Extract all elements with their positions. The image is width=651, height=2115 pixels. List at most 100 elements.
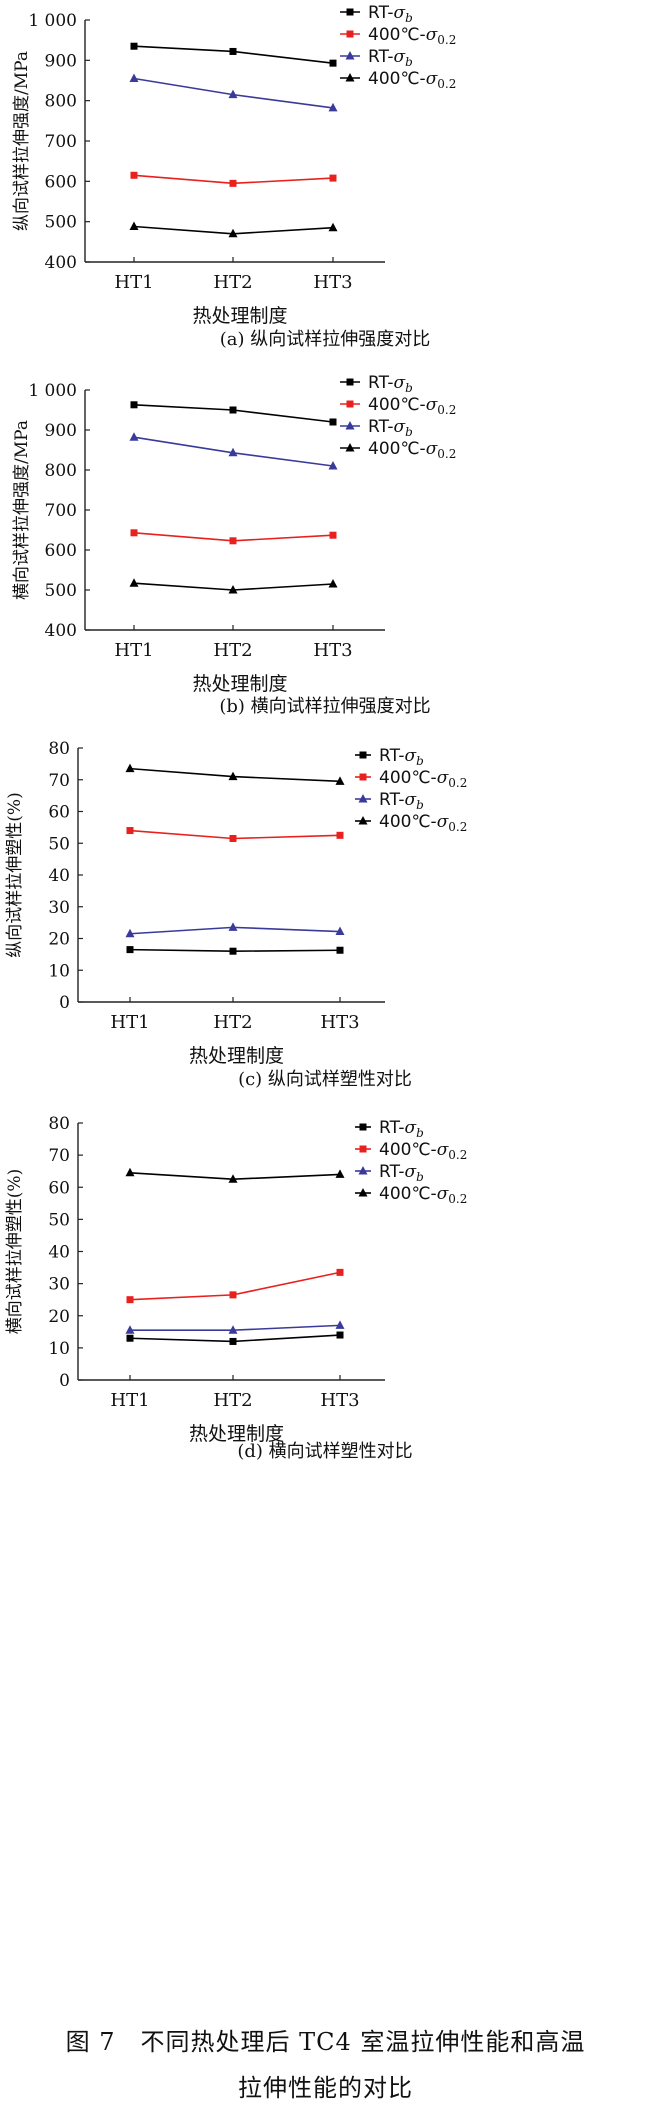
y-tick-label: 500 [45, 581, 77, 601]
y-tick-label: 0 [59, 1371, 70, 1391]
x-tick-label: HT3 [320, 1012, 359, 1033]
data-point-s2-p2 [328, 461, 338, 470]
legend-label-symbol: σ [437, 1184, 449, 1204]
legend-label-symbol: σ [426, 395, 438, 415]
legend-label: 400℃-σ0.2 [368, 25, 456, 47]
legend-label: RT-σb [379, 1118, 424, 1140]
legend-label: 400℃-σ0.2 [368, 395, 456, 417]
x-tick-label: HT2 [213, 1390, 252, 1411]
legend-marker [345, 421, 355, 430]
legend-label: 400℃-σ0.2 [379, 1184, 467, 1206]
panel-caption: (b) 横向试样拉伸强度对比 [219, 696, 430, 717]
legend-marker [358, 1188, 368, 1197]
legend-marker [346, 30, 354, 38]
legend-label-symbol: σ [394, 417, 406, 437]
legend-label-base: 400℃- [368, 69, 426, 89]
legend-label-base: RT- [379, 1162, 405, 1182]
legend-label-base: RT- [368, 3, 394, 23]
legend-label-base: 400℃- [379, 1140, 437, 1160]
y-tick-label: 500 [45, 213, 77, 233]
legend-marker [346, 8, 354, 16]
legend-label-subscript: 0.2 [437, 447, 456, 461]
data-point-s2-p0 [129, 73, 139, 82]
legend-label-base: 400℃- [368, 395, 426, 415]
x-tick-label: HT3 [320, 1390, 359, 1411]
y-tick-label: 50 [48, 1210, 70, 1230]
data-point-s3-p2 [335, 1169, 345, 1178]
legend-label: RT-σb [368, 373, 413, 395]
figure-caption-line1: 图 7 不同热处理后 TC4 室温拉伸性能和高温 [65, 2028, 586, 2056]
legend-marker [358, 794, 368, 803]
y-tick-label: 600 [45, 172, 77, 192]
legend-label-symbol: σ [437, 1140, 449, 1160]
legend-label-subscript: b [405, 381, 413, 395]
y-axis-title: 横向试样拉伸塑性(%) [5, 1169, 25, 1334]
x-tick-label: HT1 [114, 272, 153, 293]
legend-marker [358, 1166, 368, 1175]
legend-label-subscript: 0.2 [437, 403, 456, 417]
y-tick-label: 60 [48, 803, 70, 823]
legend-label-subscript: 0.2 [437, 77, 456, 91]
legend-label-symbol: σ [437, 768, 449, 788]
x-tick-label: HT2 [213, 640, 252, 661]
legend-label-symbol: σ [426, 69, 438, 89]
data-point-s2-p1 [228, 447, 238, 457]
data-point-s3-p0 [129, 578, 139, 587]
legend-label: 400℃-σ0.2 [379, 812, 467, 834]
data-point-s0-p2 [336, 1331, 344, 1339]
legend-label-symbol: σ [405, 1162, 417, 1182]
legend-marker [345, 443, 355, 452]
legend-label: RT-σb [368, 3, 413, 25]
legend-label: RT-σb [368, 417, 413, 439]
legend-label-symbol: σ [394, 373, 406, 393]
legend-label: RT-σb [379, 746, 424, 768]
legend-label-subscript: b [416, 1170, 424, 1184]
data-point-s1-p1 [229, 834, 237, 842]
legend-label-base: 400℃- [368, 439, 426, 459]
data-point-s3-p1 [228, 228, 238, 238]
y-tick-label: 10 [48, 961, 70, 981]
y-tick-label: 400 [45, 621, 77, 641]
data-point-s0-p0 [126, 946, 134, 954]
legend-marker [358, 816, 368, 825]
data-point-s1-p1 [229, 537, 237, 545]
data-point-s1-p0 [126, 827, 134, 835]
legend-label-subscript: 0.2 [448, 1192, 467, 1206]
data-point-s2-p1 [228, 1325, 238, 1334]
data-point-s1-p2 [329, 174, 337, 182]
y-axis-title: 纵向试样拉伸塑性(%) [5, 792, 25, 957]
legend-label-base: RT- [368, 417, 394, 437]
data-point-s2-p1 [228, 89, 238, 99]
x-tick-label: HT3 [313, 272, 352, 293]
data-point-s0-p0 [130, 401, 138, 409]
x-tick-label: HT1 [114, 640, 153, 661]
legend-label-symbol: σ [405, 746, 417, 766]
legend-label-base: RT- [368, 373, 394, 393]
legend-label-base: RT- [379, 746, 405, 766]
legend-label-symbol: σ [405, 1118, 417, 1138]
x-tick-label: HT2 [213, 1012, 252, 1033]
data-point-s0-p1 [229, 1337, 237, 1345]
legend-label: 400℃-σ0.2 [379, 1140, 467, 1162]
y-tick-label: 20 [48, 1307, 70, 1327]
panel-caption: (d) 横向试样塑性对比 [237, 1441, 412, 1462]
data-point-s3-p0 [125, 763, 135, 773]
chart-panel-c: 0 10 20 30 40 50 60 70 80 HT1 HT2 HT3 热处理制度 纵向试样拉伸塑性(… [5, 739, 467, 1090]
legend-label-base: 400℃- [368, 25, 426, 45]
legend-marker [359, 1145, 367, 1153]
y-tick-label: 1 000 [28, 11, 77, 31]
y-tick-label: 600 [45, 541, 77, 561]
panel-caption: (a) 纵向试样拉伸强度对比 [220, 329, 431, 350]
legend-label-subscript: 0.2 [448, 776, 467, 790]
y-tick-label: 900 [45, 421, 77, 441]
data-point-s2-p0 [129, 432, 139, 441]
y-tick-label: 20 [48, 930, 70, 950]
legend-marker [345, 51, 355, 60]
y-tick-label: 40 [48, 1243, 70, 1263]
y-tick-label: 1 000 [28, 381, 77, 401]
data-point-s3-p1 [228, 585, 238, 594]
legend-label-subscript: 0.2 [448, 820, 467, 834]
legend-label: 400℃-σ0.2 [379, 768, 467, 790]
data-point-s3-p1 [228, 771, 238, 781]
